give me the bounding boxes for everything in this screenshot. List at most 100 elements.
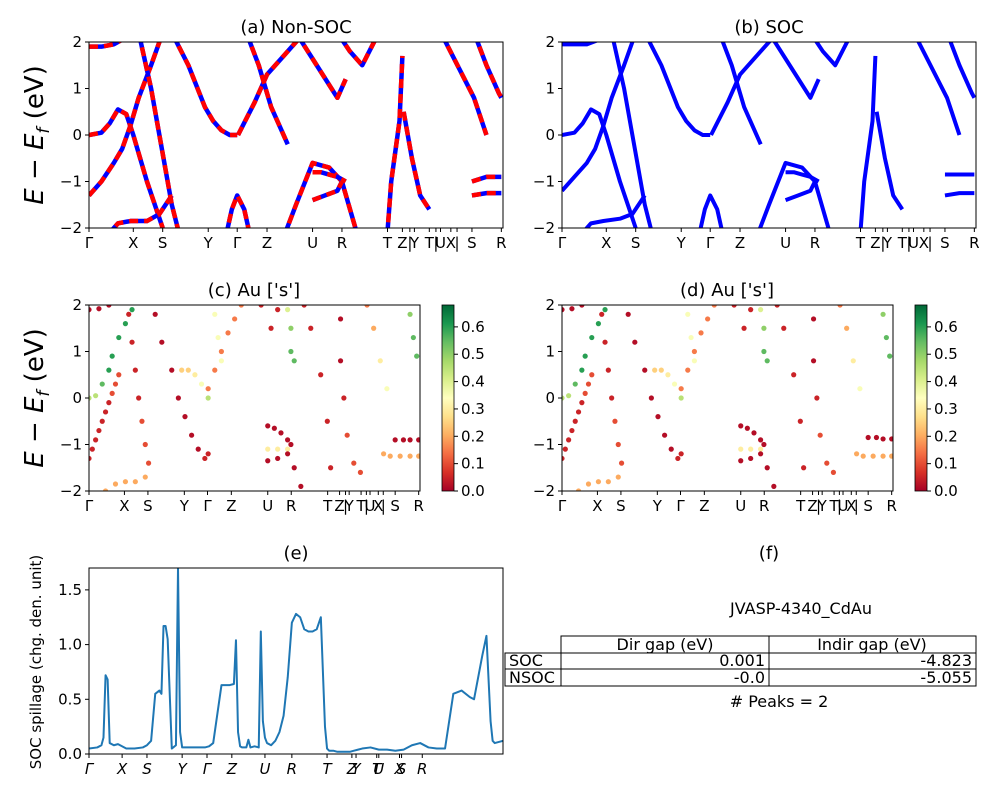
y-tick-label: −1: [60, 173, 82, 191]
x-tick-label: Z: [334, 497, 344, 515]
projection-point: [711, 305, 717, 308]
projection-point: [595, 479, 602, 485]
projection-point: [116, 372, 122, 378]
x-tick-label: S: [467, 234, 477, 252]
band-line-soc: [814, 42, 850, 68]
projection-point: [880, 436, 886, 442]
x-tick-label: X: [601, 234, 611, 252]
x-tick-label: S: [397, 760, 407, 778]
projection-point: [575, 488, 582, 491]
projection-point: [575, 409, 582, 415]
projection-point: [218, 348, 224, 355]
projection-point: [344, 432, 350, 438]
x-tick-label: T: [322, 760, 333, 778]
x-tick-label: T: [424, 234, 435, 252]
projection-point: [291, 465, 297, 471]
projection-point: [318, 372, 324, 378]
projection-point: [758, 307, 764, 313]
projection-point: [658, 367, 664, 373]
projection-point: [609, 395, 615, 401]
projection-point: [562, 455, 565, 462]
x-tick-label: |: [364, 497, 369, 515]
projection-point: [615, 474, 621, 480]
projection-point: [830, 469, 837, 475]
panel-c-title: (c) Au ['s']: [208, 280, 300, 301]
x-tick-label: R: [337, 234, 347, 252]
projection-point: [275, 446, 281, 452]
projection-point: [615, 441, 621, 448]
band-line-nsoc-red: [471, 190, 502, 198]
projection-point: [301, 305, 307, 308]
y-tick-label: 1: [72, 343, 82, 361]
x-tick-label: S: [142, 760, 152, 778]
table-row-nsoc-indir: -5.055: [920, 668, 972, 687]
y-tick-label: 2: [72, 296, 82, 314]
x-tick-label: U: [262, 497, 273, 515]
projection-point: [685, 367, 691, 373]
projection-point: [96, 306, 102, 312]
axes-frame: [88, 567, 504, 755]
band-line-nsoc-red: [174, 42, 238, 138]
projection-point: [850, 358, 856, 364]
plot-content: [562, 42, 976, 228]
projection-point: [691, 348, 698, 355]
x-tick-label: X: [128, 234, 138, 252]
projection-point: [761, 348, 767, 355]
projection-point: [126, 311, 132, 317]
projection-point: [585, 481, 592, 487]
projection-point: [837, 305, 843, 308]
colorbar-tick-label: 0.4: [461, 373, 485, 391]
projection-point: [642, 367, 648, 373]
band-line-nsoc-blue: [89, 42, 123, 49]
projection-point: [668, 446, 674, 452]
x-tick-label: U: [735, 497, 746, 515]
projection-point: [595, 321, 602, 327]
projection-point: [102, 409, 109, 415]
x-tick-label: |: [928, 234, 933, 252]
projection-point: [218, 358, 224, 364]
x-tick-label: Γ: [85, 497, 94, 515]
x-tick-label: X: [919, 234, 929, 252]
projection-point: [618, 460, 625, 466]
y-tick-label: 1: [545, 80, 555, 98]
projection-point: [652, 367, 658, 373]
projection-point: [142, 441, 148, 448]
panel-b-title: (b) SOC: [734, 17, 803, 38]
spillage-line: [89, 568, 503, 753]
projection-point: [572, 381, 578, 387]
x-tick-label: U: [780, 234, 791, 252]
x-tick-label: U: [373, 760, 384, 778]
y-tick-label: 2: [545, 296, 555, 314]
x-tick-label: Γ: [706, 234, 715, 252]
x-tick-label: X: [846, 497, 856, 515]
x-tick-label: T: [322, 497, 333, 515]
panel-e-ylabel: SOC spillage (chg. den. unit): [27, 555, 45, 770]
projection-point: [416, 437, 420, 443]
projection-point: [748, 446, 754, 452]
x-tick-label: Z: [735, 234, 745, 252]
x-tick-label: Γ: [203, 760, 213, 778]
projection-point: [169, 367, 175, 373]
x-tick-label: Y: [817, 497, 828, 515]
projection-point: [731, 305, 737, 308]
projection-point: [698, 330, 704, 336]
band-line-nsoc-blue: [385, 55, 405, 228]
projection-point: [106, 400, 112, 406]
x-tick-label: |: [880, 234, 885, 252]
projection-point: [758, 451, 764, 457]
projection-point: [132, 479, 138, 485]
projection-point: [889, 453, 893, 459]
projection-point: [182, 414, 188, 420]
colorbar-tick-label: 0.0: [461, 482, 485, 500]
colorbar-tick-label: 0.2: [934, 427, 958, 445]
projection-point: [797, 418, 803, 424]
x-tick-label: T: [897, 234, 908, 252]
band-line-nsoc-red: [225, 193, 251, 228]
projection-point: [407, 437, 413, 443]
x-tick-label: Γ: [85, 234, 94, 252]
x-tick-label: T: [372, 760, 383, 778]
x-tick-label: U: [908, 234, 919, 252]
projection-point: [562, 307, 565, 313]
projection-point: [801, 465, 807, 471]
projection-point: [810, 358, 817, 364]
